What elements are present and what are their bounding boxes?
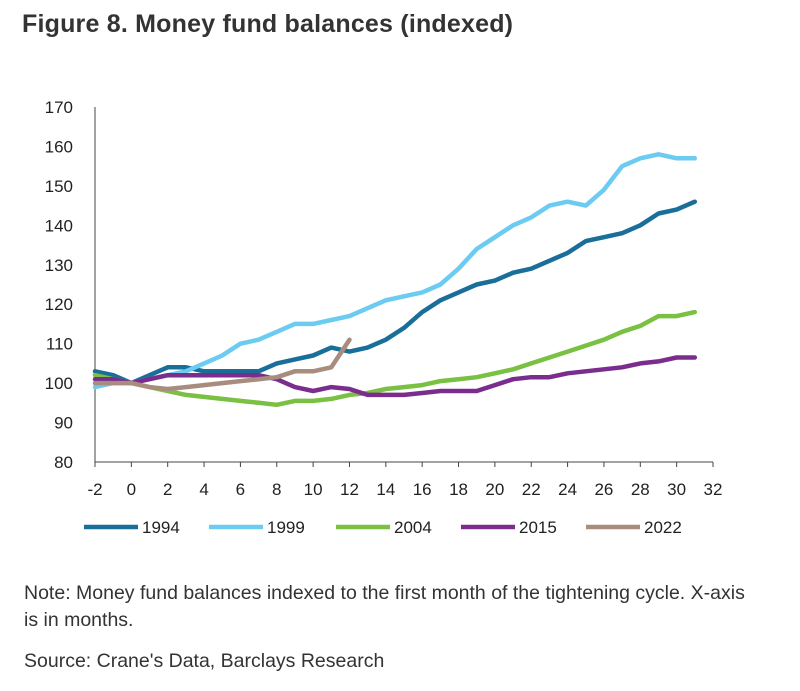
x-tick-label: 22 <box>522 480 541 499</box>
series-line-2022 <box>92 337 352 392</box>
chart-note: Note: Money fund balances indexed to the… <box>24 582 745 631</box>
series-line-1999 <box>92 152 698 390</box>
chart-legend: 1994 1999 2004 2015 2022 <box>84 518 682 537</box>
legend-label-2015: 2015 <box>519 518 557 537</box>
chart-source: Source: Crane's Data, Barclays Research <box>24 650 385 672</box>
y-tick-label: 140 <box>45 216 73 235</box>
series-line-1994 <box>92 199 698 386</box>
x-tick-label: 8 <box>272 480 281 499</box>
y-tick-label: 110 <box>46 335 73 354</box>
x-tick-label: 32 <box>704 480 723 499</box>
y-tick-label: 80 <box>54 453 73 472</box>
legend-label-1999: 1999 <box>267 518 305 537</box>
y-tick-label: 150 <box>45 177 73 196</box>
x-tick-label: 6 <box>236 480 245 499</box>
x-tick-label: 20 <box>485 480 504 499</box>
x-tick-label: 18 <box>449 480 468 499</box>
x-tick-label: 12 <box>340 480 359 499</box>
chart-title: Figure 8. Money fund balances (indexed) <box>22 10 514 38</box>
y-tick-label: 120 <box>45 295 73 314</box>
x-tick-label: 2 <box>163 480 172 499</box>
x-tick-label: 24 <box>558 480 577 499</box>
x-tick-label: -2 <box>87 480 102 499</box>
x-tick-label: 4 <box>199 480 208 499</box>
y-tick-label: 130 <box>45 256 73 275</box>
y-tick-label: 160 <box>45 137 73 156</box>
y-tick-label: 100 <box>45 374 73 393</box>
legend-label-1994: 1994 <box>142 518 180 537</box>
x-tick-label: 26 <box>594 480 613 499</box>
legend-label-2022: 2022 <box>644 518 682 537</box>
legend-label-2004: 2004 <box>394 518 432 537</box>
y-tick-label: 170 <box>45 98 73 117</box>
x-tick-label: 16 <box>413 480 432 499</box>
x-tick-label: 28 <box>631 480 650 499</box>
chart-series-lines <box>92 152 698 408</box>
x-tick-label: 30 <box>667 480 686 499</box>
series-line-2004 <box>92 309 698 408</box>
x-tick-label: 10 <box>304 480 323 499</box>
x-tick-label: 14 <box>376 480 395 499</box>
x-tick-label: 0 <box>127 480 136 499</box>
y-tick-label: 90 <box>54 414 73 433</box>
series-line-2015 <box>92 355 698 398</box>
